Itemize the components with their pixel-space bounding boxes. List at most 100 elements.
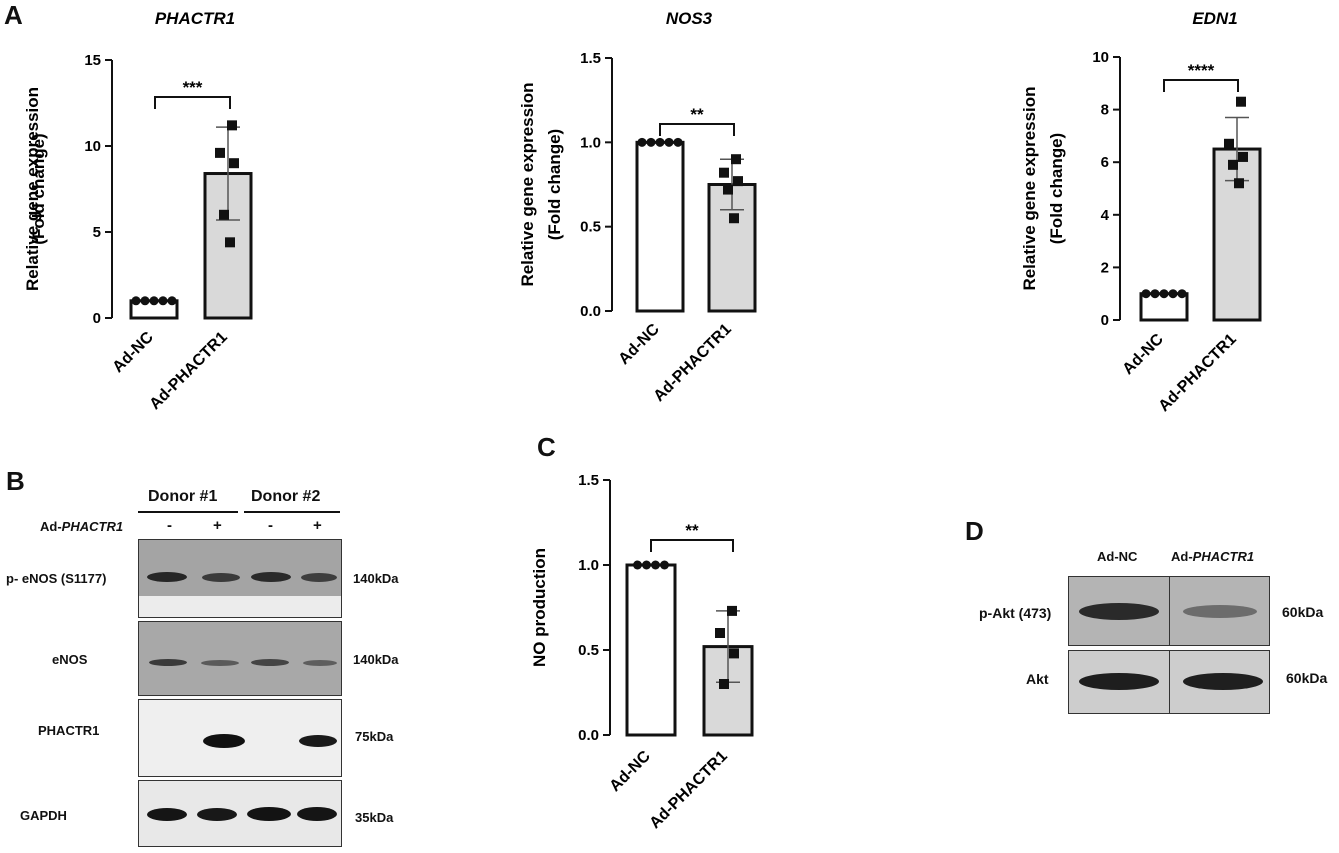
donor-2-underline bbox=[244, 511, 340, 513]
x-category-label: Ad-NC bbox=[616, 320, 664, 368]
significance-bracket bbox=[650, 539, 734, 552]
data-point bbox=[1150, 289, 1160, 299]
data-point bbox=[1224, 138, 1234, 149]
blot-row-kda: 140kDa bbox=[353, 571, 399, 586]
blot-row-kda: 75kDa bbox=[355, 729, 394, 744]
data-point bbox=[723, 184, 733, 195]
data-point bbox=[229, 158, 239, 169]
data-point bbox=[729, 213, 739, 224]
y-tick-label: 1.0 bbox=[578, 557, 599, 574]
blot-row-label: PHACTR1 bbox=[38, 723, 100, 738]
blot-row-label: p- eNOS (S1177) bbox=[6, 571, 107, 586]
y-tick-label: 5 bbox=[93, 224, 101, 241]
panel-label-d: D bbox=[965, 516, 984, 546]
y-tick-label: 1.5 bbox=[580, 50, 601, 67]
y-tick-label: 6 bbox=[1101, 154, 1109, 171]
data-point bbox=[642, 560, 651, 570]
blot-strip-enos bbox=[138, 621, 342, 696]
data-point bbox=[1234, 178, 1244, 189]
x-category-label: Ad-PHACTR1 bbox=[651, 321, 735, 405]
data-point bbox=[727, 605, 737, 616]
y-tick-label: 0 bbox=[1101, 312, 1109, 329]
data-point bbox=[215, 147, 225, 158]
data-point bbox=[1238, 151, 1248, 162]
bar bbox=[625, 563, 677, 737]
blot-row-kda: 35kDa bbox=[355, 810, 394, 825]
data-point bbox=[673, 137, 683, 147]
y-tick-label: 1.5 bbox=[578, 472, 599, 489]
panel-label-a: A bbox=[4, 0, 23, 30]
blot-d-row-kda: 60kDa bbox=[1286, 670, 1328, 686]
data-point bbox=[225, 237, 235, 248]
y-tick-label: 10 bbox=[84, 138, 101, 155]
lane-sign: - bbox=[167, 517, 172, 534]
blot-strip-phactr1 bbox=[138, 699, 342, 777]
blot-d-col1: Ad-NC bbox=[1097, 549, 1138, 564]
panel-label-b: B bbox=[6, 466, 25, 496]
data-point bbox=[227, 120, 237, 131]
x-category-label: Ad-NC bbox=[1120, 330, 1168, 378]
y-tick-label: 10 bbox=[1092, 49, 1109, 66]
treatment-prefix: Ad- bbox=[40, 519, 62, 534]
data-point bbox=[1141, 289, 1151, 299]
data-point bbox=[633, 560, 642, 570]
significance-label: *** bbox=[183, 78, 203, 97]
treatment-label: Ad-PHACTR1 bbox=[40, 519, 123, 534]
blot-d-row-label: Akt bbox=[1026, 671, 1049, 687]
y-tick-label: 15 bbox=[84, 52, 101, 69]
y-tick-label: 0.5 bbox=[580, 219, 601, 236]
data-point bbox=[219, 209, 229, 220]
blot-row-kda: 140kDa bbox=[353, 652, 399, 667]
data-point bbox=[1168, 289, 1178, 299]
data-point bbox=[646, 137, 656, 147]
chart-0: PHACTR1 Relative gene expression(Fold cha… bbox=[23, 9, 253, 413]
significance-bracket bbox=[154, 96, 231, 109]
data-point bbox=[729, 648, 739, 659]
y-axis-label: (Fold change) bbox=[1047, 133, 1066, 244]
blot-d-strip-akt bbox=[1068, 650, 1270, 714]
data-point bbox=[1177, 289, 1187, 299]
x-category-label: Ad-PHACTR1 bbox=[1156, 331, 1240, 415]
y-tick-label: 4 bbox=[1101, 207, 1110, 224]
y-axis-label: (Fold change) bbox=[29, 133, 48, 244]
y-tick-label: 1.0 bbox=[580, 134, 601, 151]
x-category-label: Ad-PHACTR1 bbox=[147, 329, 231, 413]
blot-d-col2-gene: PHACTR1 bbox=[1192, 549, 1255, 564]
chart-title: EDN1 bbox=[1192, 9, 1237, 28]
x-category-label: Ad-NC bbox=[607, 747, 655, 795]
y-axis-label: Relative gene expression bbox=[1020, 86, 1039, 290]
y-axis-label: (Fold change) bbox=[545, 129, 564, 240]
blot-row-label: eNOS bbox=[52, 652, 88, 667]
data-point bbox=[158, 296, 168, 306]
donor-1-label: Donor #1 bbox=[148, 488, 218, 505]
significance-label: **** bbox=[1188, 61, 1215, 80]
data-point bbox=[149, 296, 159, 306]
blot-d-row-label: p-Akt (473) bbox=[979, 605, 1052, 621]
panel-label-c: C bbox=[537, 432, 556, 462]
y-axis-label: Relative gene expression bbox=[518, 82, 537, 286]
chart-1: NOS3 Relative gene expression (Fold change… bbox=[518, 9, 757, 405]
donor-2-label: Donor #2 bbox=[251, 488, 321, 505]
blot-d-strip-p-akt bbox=[1068, 576, 1270, 646]
lane-sign: + bbox=[213, 517, 222, 534]
y-tick-label: 0 bbox=[93, 310, 101, 327]
blot-row-label: GAPDH bbox=[20, 808, 67, 823]
bar bbox=[635, 140, 685, 313]
chart-3: NO production 0.0 0.5 1.0 1.5 Ad-NCAd-PHACTR1… bbox=[530, 472, 754, 832]
x-category-label: Ad-NC bbox=[110, 328, 158, 376]
treatment-gene: PHACTR1 bbox=[61, 519, 124, 534]
lane-sign: - bbox=[268, 517, 273, 534]
blot-strip-gapdh bbox=[138, 780, 342, 847]
data-point bbox=[131, 296, 141, 306]
data-point bbox=[1228, 159, 1238, 170]
data-point bbox=[664, 137, 674, 147]
y-axis-label: NO production bbox=[530, 548, 549, 667]
y-tick-label: 0.0 bbox=[578, 727, 599, 744]
data-point bbox=[655, 137, 665, 147]
data-point bbox=[637, 137, 647, 147]
blot-d-col2-prefix: Ad- bbox=[1171, 549, 1193, 564]
data-point bbox=[719, 167, 729, 178]
data-point bbox=[167, 296, 177, 306]
significance-bracket bbox=[659, 123, 735, 136]
y-tick-label: 0.5 bbox=[578, 642, 599, 659]
